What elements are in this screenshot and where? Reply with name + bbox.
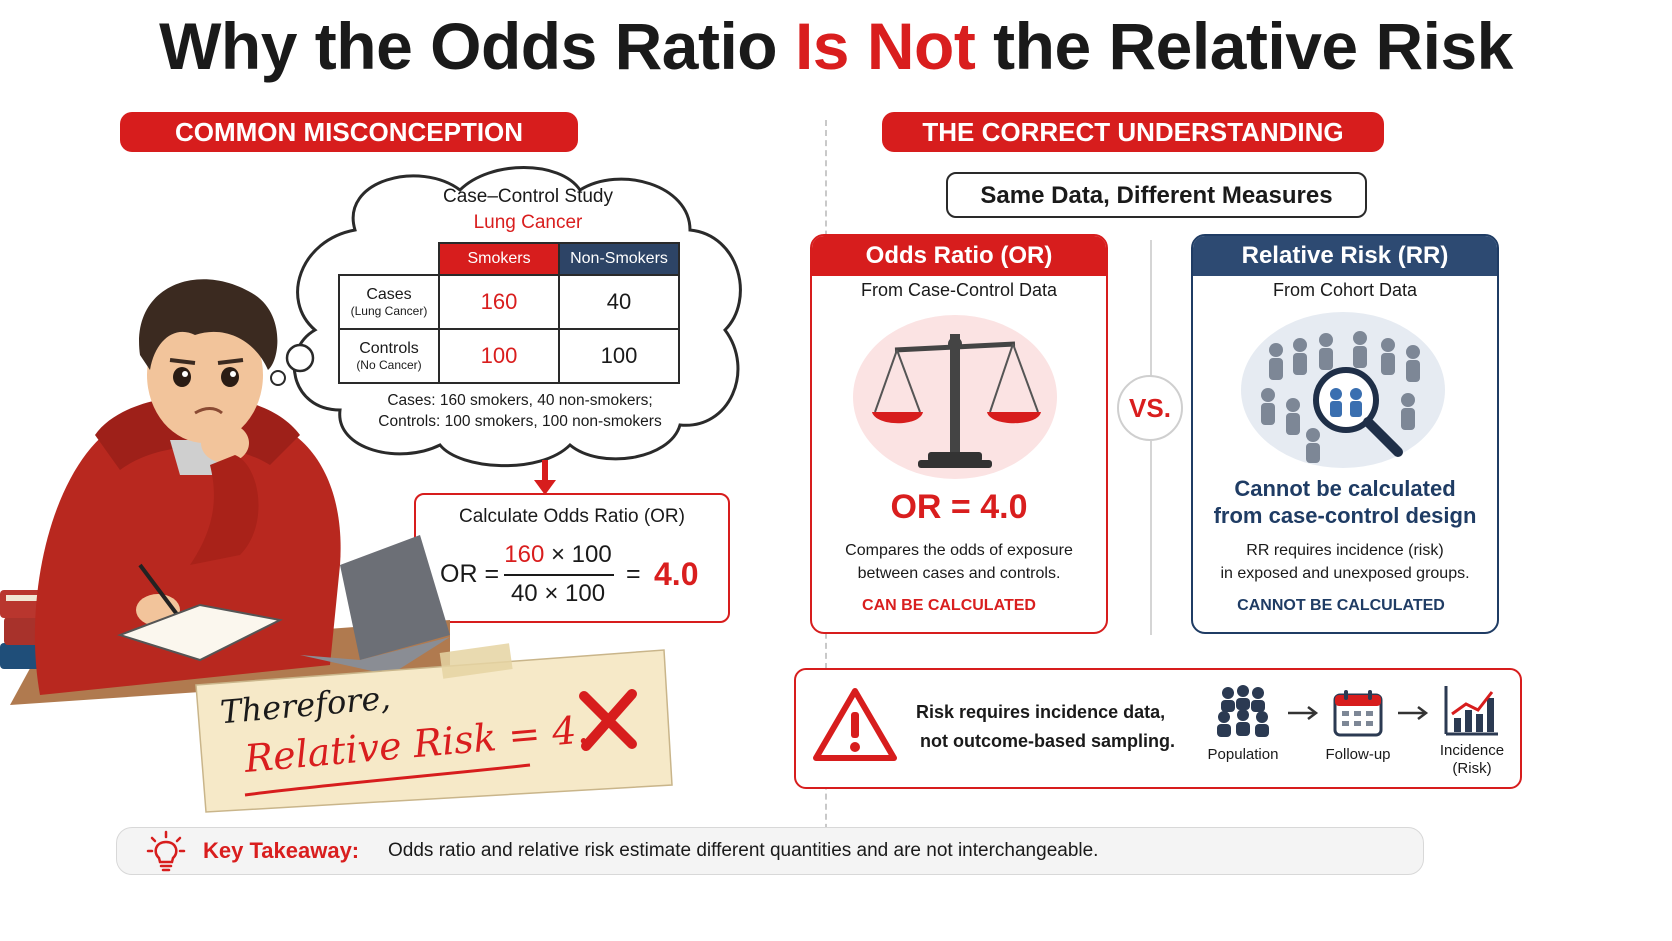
key-takeaway-text: Odds ratio and relative risk estimate di… — [388, 840, 1099, 861]
title-after: the Relative Risk — [975, 9, 1513, 83]
warning-line-1: Risk requires incidence data, — [916, 702, 1166, 722]
row-label-cases: Cases (Lung Cancer) — [338, 274, 440, 330]
or-card-header: Odds Ratio (OR) — [812, 236, 1106, 276]
key-takeaway-bar — [116, 827, 1424, 875]
balance-scale-icon — [853, 315, 1057, 479]
rr-card-desc-2: in exposed and unexposed groups. — [1220, 565, 1470, 582]
key-takeaway-label: Key Takeaway: — [203, 838, 360, 863]
cloud-summary-1: Cases: 160 smokers, 40 non-smokers; — [387, 392, 653, 409]
title-highlight: Is Not — [794, 9, 976, 83]
rr-card-source: From Cohort Data — [1272, 280, 1418, 300]
wrong-cross-icon — [579, 689, 637, 751]
rr-card-status: CANNOT BE CALCULATED — [1237, 597, 1445, 614]
calc-denominator: 40 × 100 — [510, 580, 606, 607]
rr-card-desc-1: RR requires incidence (risk) — [1246, 542, 1444, 559]
or-card-value: OR = 4.0 — [890, 488, 1028, 526]
arrow-right-icon — [1398, 706, 1429, 720]
title-before: Why the Odds Ratio — [159, 9, 795, 83]
fraction-bar — [504, 574, 614, 576]
col-header-smokers: Smokers — [438, 242, 560, 276]
vs-badge: VS. — [1117, 375, 1183, 441]
contingency-table: Smokers Non-Smokers Cases (Lung Cancer) … — [338, 242, 680, 384]
step-label-incidence: Incidence (Risk) — [1439, 742, 1505, 777]
cloud-subtitle: Lung Cancer — [473, 212, 583, 233]
note-underline — [244, 763, 531, 797]
cell-cases-smokers: 160 — [438, 274, 560, 330]
arrow-right-icon — [1288, 706, 1319, 720]
cell-controls-non-smokers: 100 — [558, 328, 680, 384]
subheading-box: Same Data, Different Measures — [946, 172, 1367, 218]
row-label-controls: Controls (No Cancer) — [338, 328, 440, 384]
table-row: Cases (Lung Cancer) 160 40 — [338, 274, 680, 330]
incidence-chart-icon — [1444, 686, 1498, 736]
step-label-follow-up: Follow-up — [1325, 746, 1391, 763]
misconception-pill: COMMON MISCONCEPTION — [120, 112, 578, 152]
rr-card-header: Relative Risk (RR) — [1193, 236, 1497, 276]
warning-line-2: not outcome-based sampling. — [920, 731, 1176, 751]
cloud-title: Case–Control Study — [442, 186, 614, 207]
down-arrow-icon — [534, 460, 556, 495]
rr-card-value-2: from case-control design — [1213, 503, 1477, 528]
page-title: Why the Odds Ratio Is Not the Relative R… — [0, 8, 1672, 84]
or-card-source: From Case-Control Data — [860, 280, 1058, 300]
calendar-icon — [1333, 690, 1383, 737]
calc-result: 4.0 — [654, 556, 699, 592]
or-card-desc-2: between cases and controls. — [857, 565, 1061, 582]
rr-card-value-1: Cannot be calculated — [1234, 476, 1456, 501]
calculation-box — [414, 493, 730, 623]
student-illustration — [0, 279, 450, 705]
warning-icon — [813, 688, 897, 761]
population-search-icon — [1241, 312, 1445, 468]
or-card-desc-1: Compares the odds of exposure — [845, 542, 1073, 559]
calc-equals: = — [626, 560, 641, 588]
cell-controls-smokers: 100 — [438, 328, 560, 384]
calc-or-label: OR = — [440, 560, 500, 588]
lightbulb-icon — [146, 830, 186, 872]
warning-box — [794, 668, 1522, 789]
population-icon — [1217, 685, 1269, 737]
table-row: Controls (No Cancer) 100 100 — [338, 328, 680, 384]
step-label-population: Population — [1207, 746, 1279, 763]
cell-cases-non-smokers: 40 — [558, 274, 680, 330]
correct-understanding-pill: THE CORRECT UNDERSTANDING — [882, 112, 1384, 152]
calc-title: Calculate Odds Ratio (OR) — [459, 506, 685, 527]
col-header-non-smokers: Non-Smokers — [558, 242, 680, 276]
or-card-status: CAN BE CALCULATED — [862, 597, 1036, 614]
misconception-note — [195, 643, 673, 813]
calc-numerator: 160 × 100 — [504, 541, 612, 568]
cloud-summary-2: Controls: 100 smokers, 100 non-smokers — [378, 413, 662, 430]
